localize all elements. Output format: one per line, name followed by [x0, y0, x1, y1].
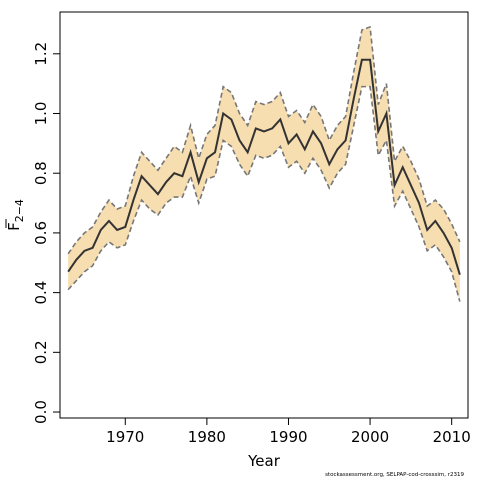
y-axis-title-sub: 2−4: [13, 199, 26, 222]
y-axis-title-main: F: [5, 222, 23, 231]
y-tick-label: 0.6: [32, 221, 50, 245]
estimate-line: [67, 58, 461, 276]
y-tick-label: 0.0: [32, 400, 50, 424]
plot-frame: [59, 11, 469, 419]
x-tick-label: 1980: [188, 428, 226, 446]
y-axis: 0.0 0.2 0.4 0.6 0.8 1.0 1.2: [32, 42, 60, 424]
x-tick-label: 1970: [106, 428, 144, 446]
lower-bound-line: [67, 85, 461, 302]
x-tick-label: 2000: [351, 428, 389, 446]
y-tick-label: 1.2: [32, 42, 50, 66]
x-tick-label: 1990: [269, 428, 307, 446]
y-axis-title: F2−4: [5, 199, 26, 231]
y-tick-label: 0.8: [32, 161, 50, 185]
footer-note: stockassessment.org, SELPAP-cod-crosssim…: [325, 472, 464, 478]
upper-bound-line: [67, 25, 461, 255]
estimate-line-layer: [67, 58, 461, 276]
x-axis-title: Year: [247, 452, 281, 470]
y-tick-label: 0.2: [32, 340, 50, 364]
y-tick-label: 0.4: [32, 281, 50, 305]
confidence-band-layer: [67, 25, 461, 302]
confidence-band: [68, 26, 460, 302]
x-axis: 1970 1980 1990 2000 2010: [106, 418, 471, 446]
x-tick-label: 2010: [433, 428, 471, 446]
svg-text:F2−4: F2−4: [5, 199, 26, 231]
y-tick-label: 1.0: [32, 102, 50, 126]
